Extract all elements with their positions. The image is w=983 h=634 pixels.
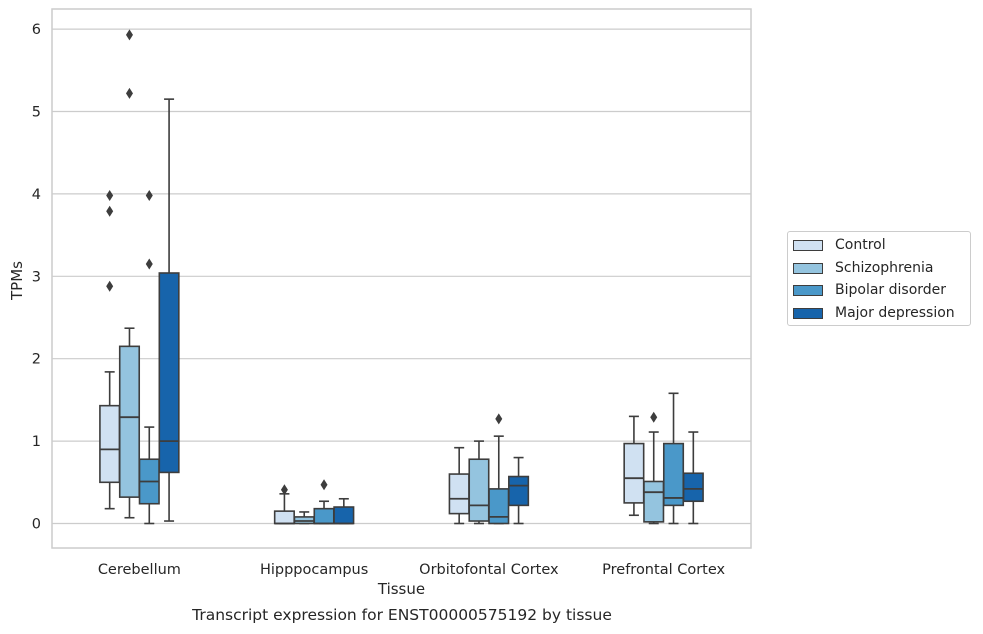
box-schizophrenia — [118, 29, 141, 519]
box-iqr — [662, 442, 685, 507]
box-major-depression — [508, 456, 530, 525]
box-schizophrenia — [468, 440, 490, 525]
box-major-depression — [158, 98, 180, 522]
box-iqr — [508, 475, 530, 507]
legend-label-bipolar-disorder: Bipolar disorder — [835, 282, 947, 298]
y-tick-label: 4 — [32, 187, 41, 203]
box-iqr — [99, 404, 121, 484]
box-iqr — [682, 472, 704, 503]
y-tick-label: 2 — [32, 352, 41, 368]
box-major-depression — [682, 431, 704, 525]
chart-legend: Control Schizophrenia Bipolar disorder M… — [787, 231, 971, 326]
x-tick-label: Orbitofontal Cortex — [419, 562, 559, 578]
outlier-point — [495, 413, 503, 425]
figure-caption: Transcript expression for ENST0000057519… — [192, 606, 612, 624]
legend-item-control: Control — [793, 236, 886, 254]
outlier-point — [106, 190, 114, 202]
box-iqr — [623, 442, 645, 504]
box-bipolar-disorder — [488, 413, 510, 525]
y-tick-label: 5 — [32, 105, 41, 121]
box-iqr — [273, 510, 295, 525]
outlier-point — [320, 479, 328, 491]
legend-item-bipolar-disorder: Bipolar disorder — [793, 281, 946, 299]
box-iqr — [488, 488, 510, 525]
x-tick-label: Prefrontal Cortex — [602, 562, 725, 578]
legend-item-schizophrenia: Schizophrenia — [793, 259, 933, 277]
box-bipolar-disorder — [138, 190, 160, 525]
legend-swatch-bipolar-disorder — [793, 284, 823, 296]
x-axis-label: Tissue — [377, 580, 426, 598]
legend-item-major-depression: Major depression — [793, 304, 955, 322]
y-tick-label: 1 — [32, 434, 41, 450]
box-iqr — [313, 507, 335, 525]
box-control — [623, 415, 645, 517]
outlier-point — [145, 190, 153, 202]
outlier-point — [145, 258, 153, 270]
box-iqr — [118, 345, 141, 498]
outlier-point — [650, 411, 658, 423]
box-control — [448, 446, 470, 525]
y-axis-label: TPMs — [8, 261, 26, 301]
box-major-depression — [333, 497, 355, 525]
plot-frame — [51, 8, 752, 549]
outlier-point — [125, 87, 133, 99]
box-iqr — [468, 458, 490, 522]
box-iqr — [643, 480, 665, 523]
x-tick-label: Hipppocampus — [260, 562, 368, 578]
y-tick-label: 3 — [32, 269, 41, 285]
y-tick-label: 6 — [32, 22, 41, 38]
box-iqr — [333, 506, 355, 525]
box-control — [99, 190, 121, 510]
box-bipolar-disorder — [662, 392, 685, 525]
outlier-point — [106, 205, 114, 217]
outlier-point — [125, 29, 133, 41]
legend-swatch-control — [793, 239, 823, 251]
legend-swatch-major-depression — [793, 307, 823, 319]
legend-label-schizophrenia: Schizophrenia — [835, 260, 934, 276]
legend-label-control: Control — [835, 237, 886, 253]
box-iqr — [158, 272, 180, 474]
x-tick-label: Cerebellum — [98, 562, 181, 578]
outlier-point — [280, 484, 288, 496]
legend-label-major-depression: Major depression — [835, 305, 955, 321]
outlier-point — [106, 280, 114, 292]
legend-swatch-schizophrenia — [793, 262, 823, 274]
y-tick-label: 0 — [32, 517, 41, 533]
box-iqr — [448, 473, 470, 515]
